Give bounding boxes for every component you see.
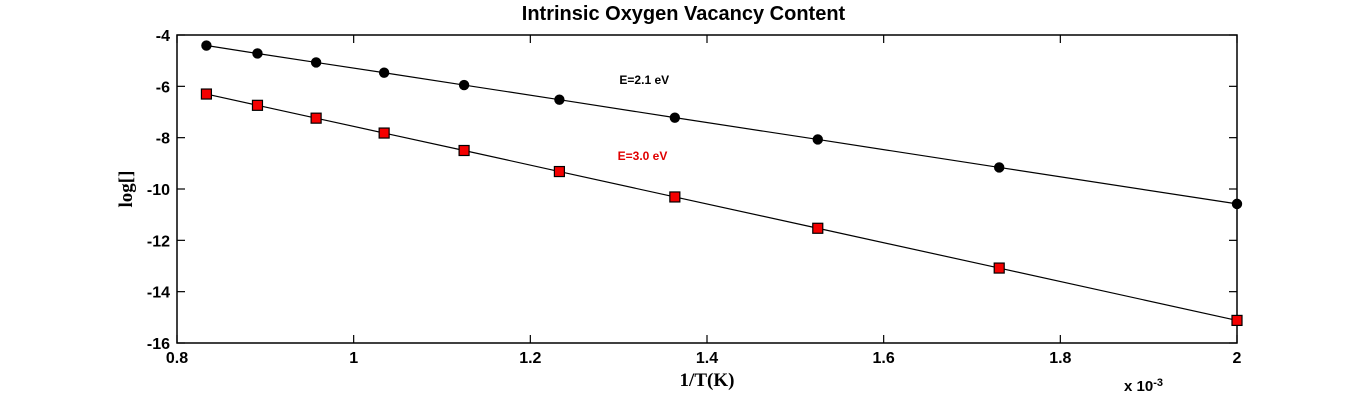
- x-axis-label: 1/T(K): [679, 370, 735, 391]
- x-tick-label: 1.6: [873, 350, 895, 367]
- y-tick-label: -12: [147, 233, 170, 250]
- y-tick-label: -8: [156, 131, 170, 148]
- data-point-square: [458, 144, 470, 157]
- x-axis-multiplier: x 10-3: [1124, 376, 1163, 395]
- x-axis-multiplier-base: x 10: [1124, 378, 1154, 395]
- data-point-circle: [994, 162, 1005, 173]
- y-tick-label: -4: [156, 28, 170, 45]
- y-tick-label: -16: [147, 336, 170, 353]
- series-annotation: E=3.0 eV: [618, 149, 668, 163]
- y-tick-label: -6: [156, 79, 170, 96]
- data-point-square: [310, 112, 322, 124]
- x-tick-label: 2: [1233, 350, 1242, 367]
- data-point-square: [553, 165, 565, 178]
- data-point-circle: [201, 40, 212, 51]
- y-tick-label: -10: [147, 182, 170, 199]
- y-tick-label: -14: [147, 285, 170, 302]
- x-tick-label: 1: [349, 350, 358, 367]
- chart-title: Intrinsic Oxygen Vacancy Content: [521, 3, 846, 25]
- data-point-square: [200, 88, 213, 100]
- series-annotation: E=2.1 eV: [619, 73, 669, 87]
- data-point-circle: [669, 112, 681, 123]
- data-point-square: [1231, 314, 1243, 327]
- data-point-circle: [378, 67, 390, 78]
- x-tick-label: 1.8: [1049, 350, 1071, 367]
- x-axis-multiplier-exponent: -3: [1153, 377, 1163, 389]
- y-axis-label: log[]: [116, 170, 137, 208]
- data-point-square: [993, 262, 1005, 274]
- data-point-circle: [1231, 198, 1243, 210]
- data-point-square: [378, 127, 390, 139]
- data-point-circle: [310, 57, 322, 68]
- data-point-square: [669, 191, 681, 203]
- series-line-circle: [206, 44, 1238, 205]
- data-point-circle: [458, 79, 470, 91]
- data-point-circle: [812, 134, 823, 145]
- data-point-square: [251, 99, 264, 111]
- data-point-circle: [252, 48, 263, 59]
- series-line-square: [206, 93, 1238, 321]
- x-tick-label: 1.4: [696, 350, 718, 367]
- x-tick-label: 1.2: [519, 350, 541, 367]
- data-point-square: [812, 222, 824, 234]
- plot-box: [176, 34, 1238, 344]
- x-tick-label: 0.8: [166, 350, 188, 367]
- data-point-circle: [554, 94, 565, 105]
